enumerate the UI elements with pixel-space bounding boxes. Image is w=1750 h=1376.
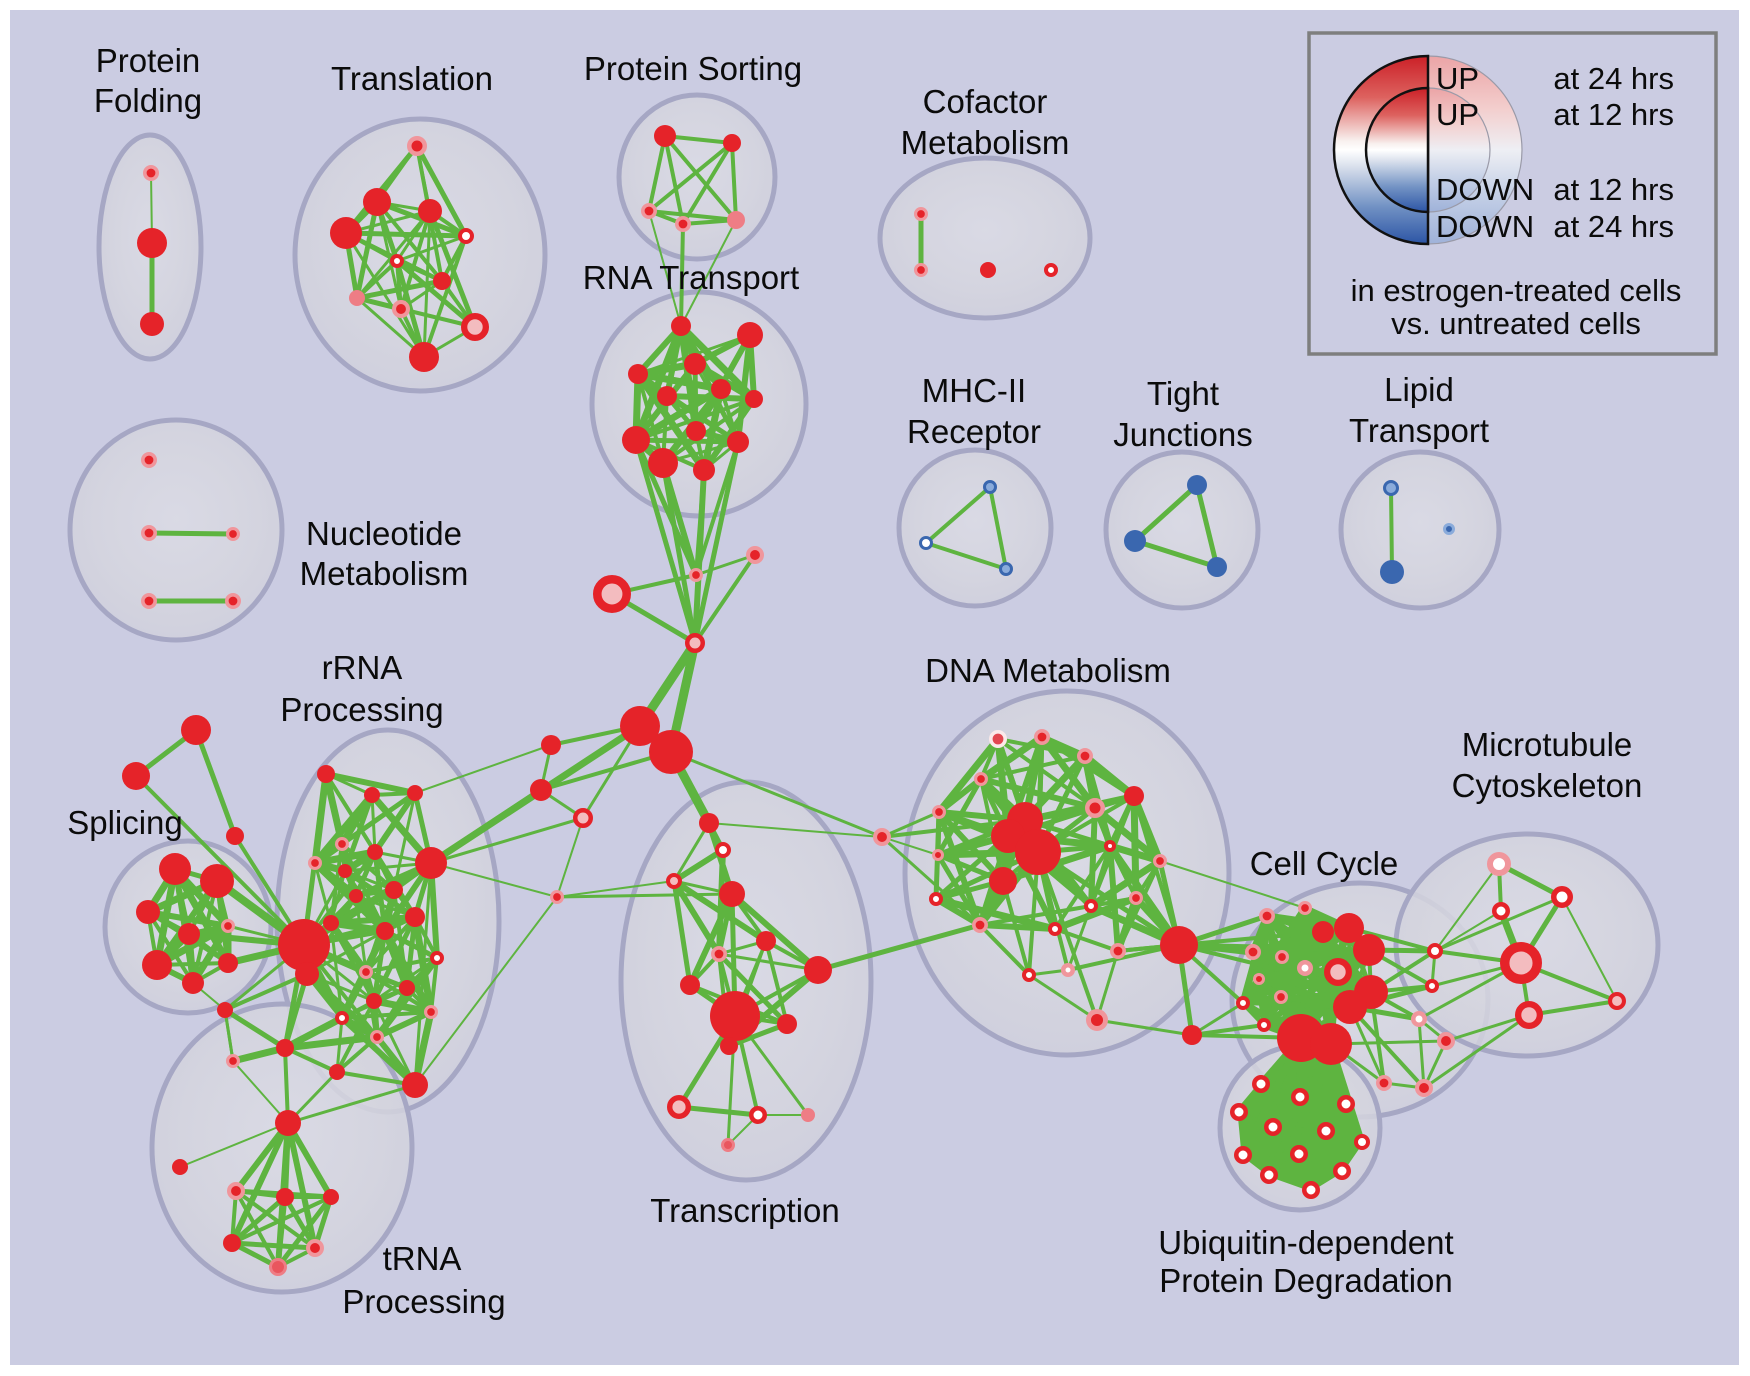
svg-text:UP: UP xyxy=(1436,61,1479,96)
svg-text:Protein Degradation: Protein Degradation xyxy=(1159,1262,1453,1299)
svg-text:Lipid: Lipid xyxy=(1384,371,1454,408)
svg-text:MHC-II: MHC-II xyxy=(922,372,1026,409)
svg-text:Protein: Protein xyxy=(96,42,201,79)
svg-text:DOWN: DOWN xyxy=(1436,209,1534,244)
svg-text:Processing: Processing xyxy=(342,1283,505,1320)
svg-text:Cytoskeleton: Cytoskeleton xyxy=(1452,767,1643,804)
svg-text:Transcription: Transcription xyxy=(650,1192,840,1229)
svg-text:Cell Cycle: Cell Cycle xyxy=(1250,845,1399,882)
svg-text:Transport: Transport xyxy=(1349,412,1489,449)
svg-text:Protein Sorting: Protein Sorting xyxy=(584,50,802,87)
svg-text:at 24 hrs: at 24 hrs xyxy=(1553,209,1674,244)
svg-text:Metabolism: Metabolism xyxy=(300,555,469,592)
svg-text:Translation: Translation xyxy=(331,60,493,97)
svg-text:DOWN: DOWN xyxy=(1436,172,1534,207)
svg-text:in estrogen-treated cells: in estrogen-treated cells xyxy=(1351,273,1682,308)
svg-text:Tight: Tight xyxy=(1147,375,1219,412)
svg-text:rRNA: rRNA xyxy=(322,649,403,686)
svg-text:Nucleotide: Nucleotide xyxy=(306,515,462,552)
svg-text:Folding: Folding xyxy=(94,82,202,119)
svg-text:at 12 hrs: at 12 hrs xyxy=(1553,172,1674,207)
svg-text:UP: UP xyxy=(1436,97,1479,132)
svg-text:DNA Metabolism: DNA Metabolism xyxy=(925,652,1171,689)
svg-text:Ubiquitin-dependent: Ubiquitin-dependent xyxy=(1158,1224,1453,1261)
svg-text:Cofactor: Cofactor xyxy=(923,83,1048,120)
svg-text:tRNA: tRNA xyxy=(383,1240,462,1277)
svg-text:at 24 hrs: at 24 hrs xyxy=(1553,61,1674,96)
svg-text:Microtubule: Microtubule xyxy=(1462,726,1633,763)
svg-text:vs. untreated cells: vs. untreated cells xyxy=(1391,306,1641,341)
svg-text:Splicing: Splicing xyxy=(67,804,183,841)
svg-text:Junctions: Junctions xyxy=(1113,416,1252,453)
svg-text:RNA Transport: RNA Transport xyxy=(583,259,799,296)
svg-text:at 12 hrs: at 12 hrs xyxy=(1553,97,1674,132)
svg-text:Receptor: Receptor xyxy=(907,413,1041,450)
svg-text:Processing: Processing xyxy=(280,691,443,728)
svg-text:Metabolism: Metabolism xyxy=(901,124,1070,161)
